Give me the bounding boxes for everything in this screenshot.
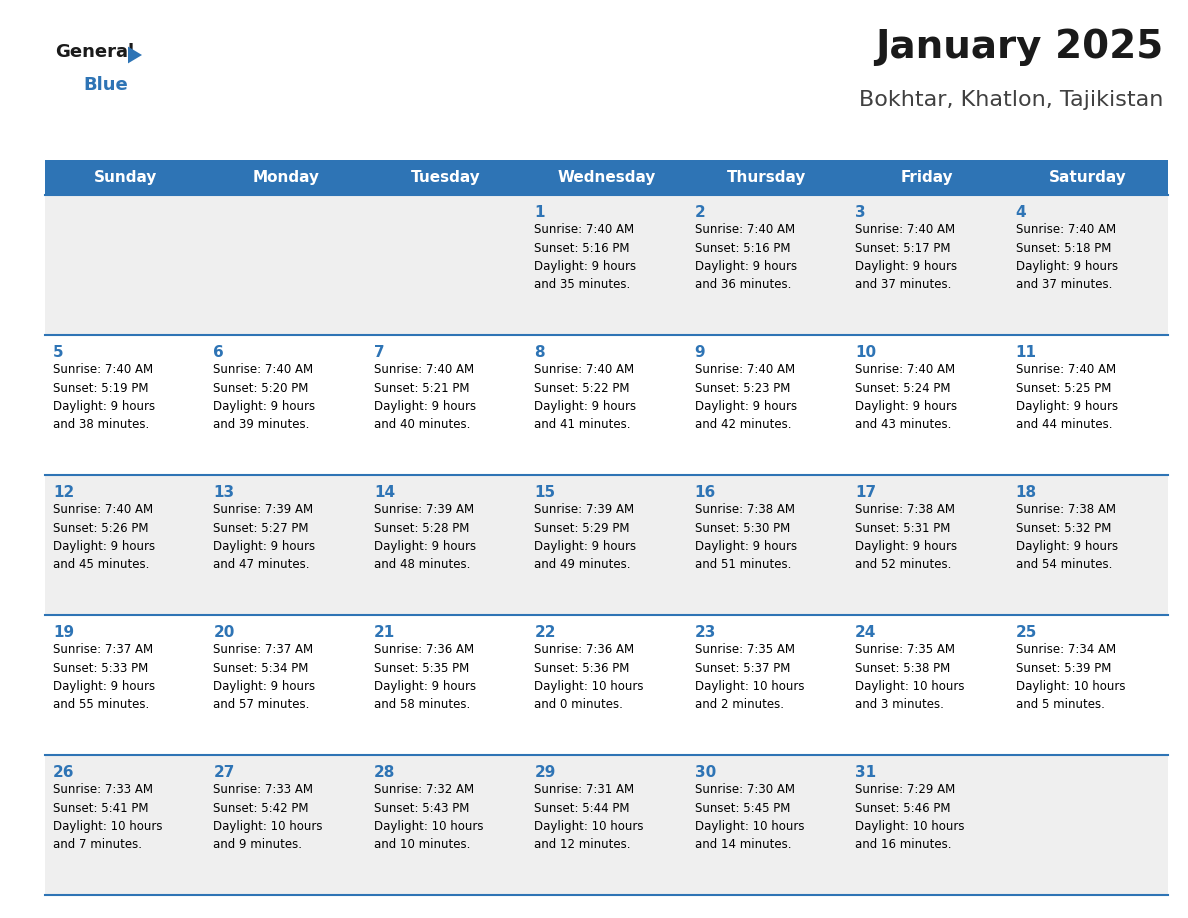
Text: January 2025: January 2025 [874, 28, 1163, 66]
Text: Sunrise: 7:39 AM
Sunset: 5:27 PM
Daylight: 9 hours
and 47 minutes.: Sunrise: 7:39 AM Sunset: 5:27 PM Dayligh… [214, 503, 316, 572]
Text: 1: 1 [535, 205, 545, 220]
Text: Sunrise: 7:31 AM
Sunset: 5:44 PM
Daylight: 10 hours
and 12 minutes.: Sunrise: 7:31 AM Sunset: 5:44 PM Dayligh… [535, 783, 644, 852]
Text: Saturday: Saturday [1049, 170, 1126, 185]
Polygon shape [128, 47, 143, 63]
Text: General: General [55, 43, 134, 61]
Text: Sunrise: 7:40 AM
Sunset: 5:26 PM
Daylight: 9 hours
and 45 minutes.: Sunrise: 7:40 AM Sunset: 5:26 PM Dayligh… [53, 503, 156, 572]
Text: Sunrise: 7:36 AM
Sunset: 5:36 PM
Daylight: 10 hours
and 0 minutes.: Sunrise: 7:36 AM Sunset: 5:36 PM Dayligh… [535, 643, 644, 711]
Text: 2: 2 [695, 205, 706, 220]
Text: 6: 6 [214, 345, 225, 360]
Text: Thursday: Thursday [727, 170, 807, 185]
Text: 22: 22 [535, 625, 556, 640]
Text: 9: 9 [695, 345, 706, 360]
Bar [45, 160, 1168, 195]
Text: 14: 14 [374, 485, 394, 500]
Text: 24: 24 [855, 625, 877, 640]
Text: 5: 5 [53, 345, 64, 360]
Text: Sunrise: 7:37 AM
Sunset: 5:34 PM
Daylight: 9 hours
and 57 minutes.: Sunrise: 7:37 AM Sunset: 5:34 PM Dayligh… [214, 643, 316, 711]
Text: Sunrise: 7:30 AM
Sunset: 5:45 PM
Daylight: 10 hours
and 14 minutes.: Sunrise: 7:30 AM Sunset: 5:45 PM Dayligh… [695, 783, 804, 852]
Text: 23: 23 [695, 625, 716, 640]
Text: 29: 29 [535, 765, 556, 780]
Text: Sunrise: 7:40 AM
Sunset: 5:16 PM
Daylight: 9 hours
and 35 minutes.: Sunrise: 7:40 AM Sunset: 5:16 PM Dayligh… [535, 223, 637, 292]
Text: Sunrise: 7:40 AM
Sunset: 5:25 PM
Daylight: 9 hours
and 44 minutes.: Sunrise: 7:40 AM Sunset: 5:25 PM Dayligh… [1016, 363, 1118, 431]
Text: Wednesday: Wednesday [557, 170, 656, 185]
Text: Sunrise: 7:40 AM
Sunset: 5:19 PM
Daylight: 9 hours
and 38 minutes.: Sunrise: 7:40 AM Sunset: 5:19 PM Dayligh… [53, 363, 156, 431]
Text: 20: 20 [214, 625, 235, 640]
Text: 16: 16 [695, 485, 716, 500]
Text: Tuesday: Tuesday [411, 170, 481, 185]
Bar [45, 755, 1168, 895]
Text: 31: 31 [855, 765, 877, 780]
Text: Sunday: Sunday [94, 170, 157, 185]
Text: Sunrise: 7:38 AM
Sunset: 5:31 PM
Daylight: 9 hours
and 52 minutes.: Sunrise: 7:38 AM Sunset: 5:31 PM Dayligh… [855, 503, 958, 572]
Text: 26: 26 [53, 765, 75, 780]
Text: Sunrise: 7:38 AM
Sunset: 5:30 PM
Daylight: 9 hours
and 51 minutes.: Sunrise: 7:38 AM Sunset: 5:30 PM Dayligh… [695, 503, 797, 572]
Text: Monday: Monday [252, 170, 320, 185]
Text: Sunrise: 7:39 AM
Sunset: 5:28 PM
Daylight: 9 hours
and 48 minutes.: Sunrise: 7:39 AM Sunset: 5:28 PM Dayligh… [374, 503, 476, 572]
Text: Sunrise: 7:36 AM
Sunset: 5:35 PM
Daylight: 9 hours
and 58 minutes.: Sunrise: 7:36 AM Sunset: 5:35 PM Dayligh… [374, 643, 476, 711]
Text: Sunrise: 7:40 AM
Sunset: 5:24 PM
Daylight: 9 hours
and 43 minutes.: Sunrise: 7:40 AM Sunset: 5:24 PM Dayligh… [855, 363, 958, 431]
Text: 19: 19 [53, 625, 74, 640]
Text: 15: 15 [535, 485, 556, 500]
Text: Sunrise: 7:40 AM
Sunset: 5:20 PM
Daylight: 9 hours
and 39 minutes.: Sunrise: 7:40 AM Sunset: 5:20 PM Dayligh… [214, 363, 316, 431]
Text: Sunrise: 7:40 AM
Sunset: 5:16 PM
Daylight: 9 hours
and 36 minutes.: Sunrise: 7:40 AM Sunset: 5:16 PM Dayligh… [695, 223, 797, 292]
Bar [45, 195, 1168, 335]
Text: Sunrise: 7:33 AM
Sunset: 5:42 PM
Daylight: 10 hours
and 9 minutes.: Sunrise: 7:33 AM Sunset: 5:42 PM Dayligh… [214, 783, 323, 852]
Text: Sunrise: 7:38 AM
Sunset: 5:32 PM
Daylight: 9 hours
and 54 minutes.: Sunrise: 7:38 AM Sunset: 5:32 PM Dayligh… [1016, 503, 1118, 572]
Text: Bokhtar, Khatlon, Tajikistan: Bokhtar, Khatlon, Tajikistan [859, 90, 1163, 110]
Text: Sunrise: 7:37 AM
Sunset: 5:33 PM
Daylight: 9 hours
and 55 minutes.: Sunrise: 7:37 AM Sunset: 5:33 PM Dayligh… [53, 643, 156, 711]
Text: 28: 28 [374, 765, 396, 780]
Text: 4: 4 [1016, 205, 1026, 220]
Text: 17: 17 [855, 485, 877, 500]
Text: Sunrise: 7:40 AM
Sunset: 5:18 PM
Daylight: 9 hours
and 37 minutes.: Sunrise: 7:40 AM Sunset: 5:18 PM Dayligh… [1016, 223, 1118, 292]
Text: 13: 13 [214, 485, 234, 500]
Text: 21: 21 [374, 625, 396, 640]
Text: Sunrise: 7:32 AM
Sunset: 5:43 PM
Daylight: 10 hours
and 10 minutes.: Sunrise: 7:32 AM Sunset: 5:43 PM Dayligh… [374, 783, 484, 852]
Text: 8: 8 [535, 345, 545, 360]
Text: Blue: Blue [83, 76, 128, 94]
Text: Sunrise: 7:29 AM
Sunset: 5:46 PM
Daylight: 10 hours
and 16 minutes.: Sunrise: 7:29 AM Sunset: 5:46 PM Dayligh… [855, 783, 965, 852]
Text: 25: 25 [1016, 625, 1037, 640]
Text: 12: 12 [53, 485, 74, 500]
Text: 18: 18 [1016, 485, 1037, 500]
Text: Friday: Friday [901, 170, 954, 185]
Text: Sunrise: 7:35 AM
Sunset: 5:37 PM
Daylight: 10 hours
and 2 minutes.: Sunrise: 7:35 AM Sunset: 5:37 PM Dayligh… [695, 643, 804, 711]
Text: Sunrise: 7:34 AM
Sunset: 5:39 PM
Daylight: 10 hours
and 5 minutes.: Sunrise: 7:34 AM Sunset: 5:39 PM Dayligh… [1016, 643, 1125, 711]
Bar [45, 475, 1168, 615]
Text: Sunrise: 7:40 AM
Sunset: 5:21 PM
Daylight: 9 hours
and 40 minutes.: Sunrise: 7:40 AM Sunset: 5:21 PM Dayligh… [374, 363, 476, 431]
Text: 7: 7 [374, 345, 385, 360]
Text: Sunrise: 7:33 AM
Sunset: 5:41 PM
Daylight: 10 hours
and 7 minutes.: Sunrise: 7:33 AM Sunset: 5:41 PM Dayligh… [53, 783, 163, 852]
Text: Sunrise: 7:40 AM
Sunset: 5:22 PM
Daylight: 9 hours
and 41 minutes.: Sunrise: 7:40 AM Sunset: 5:22 PM Dayligh… [535, 363, 637, 431]
Text: Sunrise: 7:40 AM
Sunset: 5:17 PM
Daylight: 9 hours
and 37 minutes.: Sunrise: 7:40 AM Sunset: 5:17 PM Dayligh… [855, 223, 958, 292]
Text: Sunrise: 7:40 AM
Sunset: 5:23 PM
Daylight: 9 hours
and 42 minutes.: Sunrise: 7:40 AM Sunset: 5:23 PM Dayligh… [695, 363, 797, 431]
Text: Sunrise: 7:39 AM
Sunset: 5:29 PM
Daylight: 9 hours
and 49 minutes.: Sunrise: 7:39 AM Sunset: 5:29 PM Dayligh… [535, 503, 637, 572]
Bar [45, 615, 1168, 755]
Text: 10: 10 [855, 345, 877, 360]
Bar [45, 335, 1168, 475]
Text: 11: 11 [1016, 345, 1037, 360]
Text: Sunrise: 7:35 AM
Sunset: 5:38 PM
Daylight: 10 hours
and 3 minutes.: Sunrise: 7:35 AM Sunset: 5:38 PM Dayligh… [855, 643, 965, 711]
Text: 3: 3 [855, 205, 866, 220]
Text: 27: 27 [214, 765, 235, 780]
Text: 30: 30 [695, 765, 716, 780]
